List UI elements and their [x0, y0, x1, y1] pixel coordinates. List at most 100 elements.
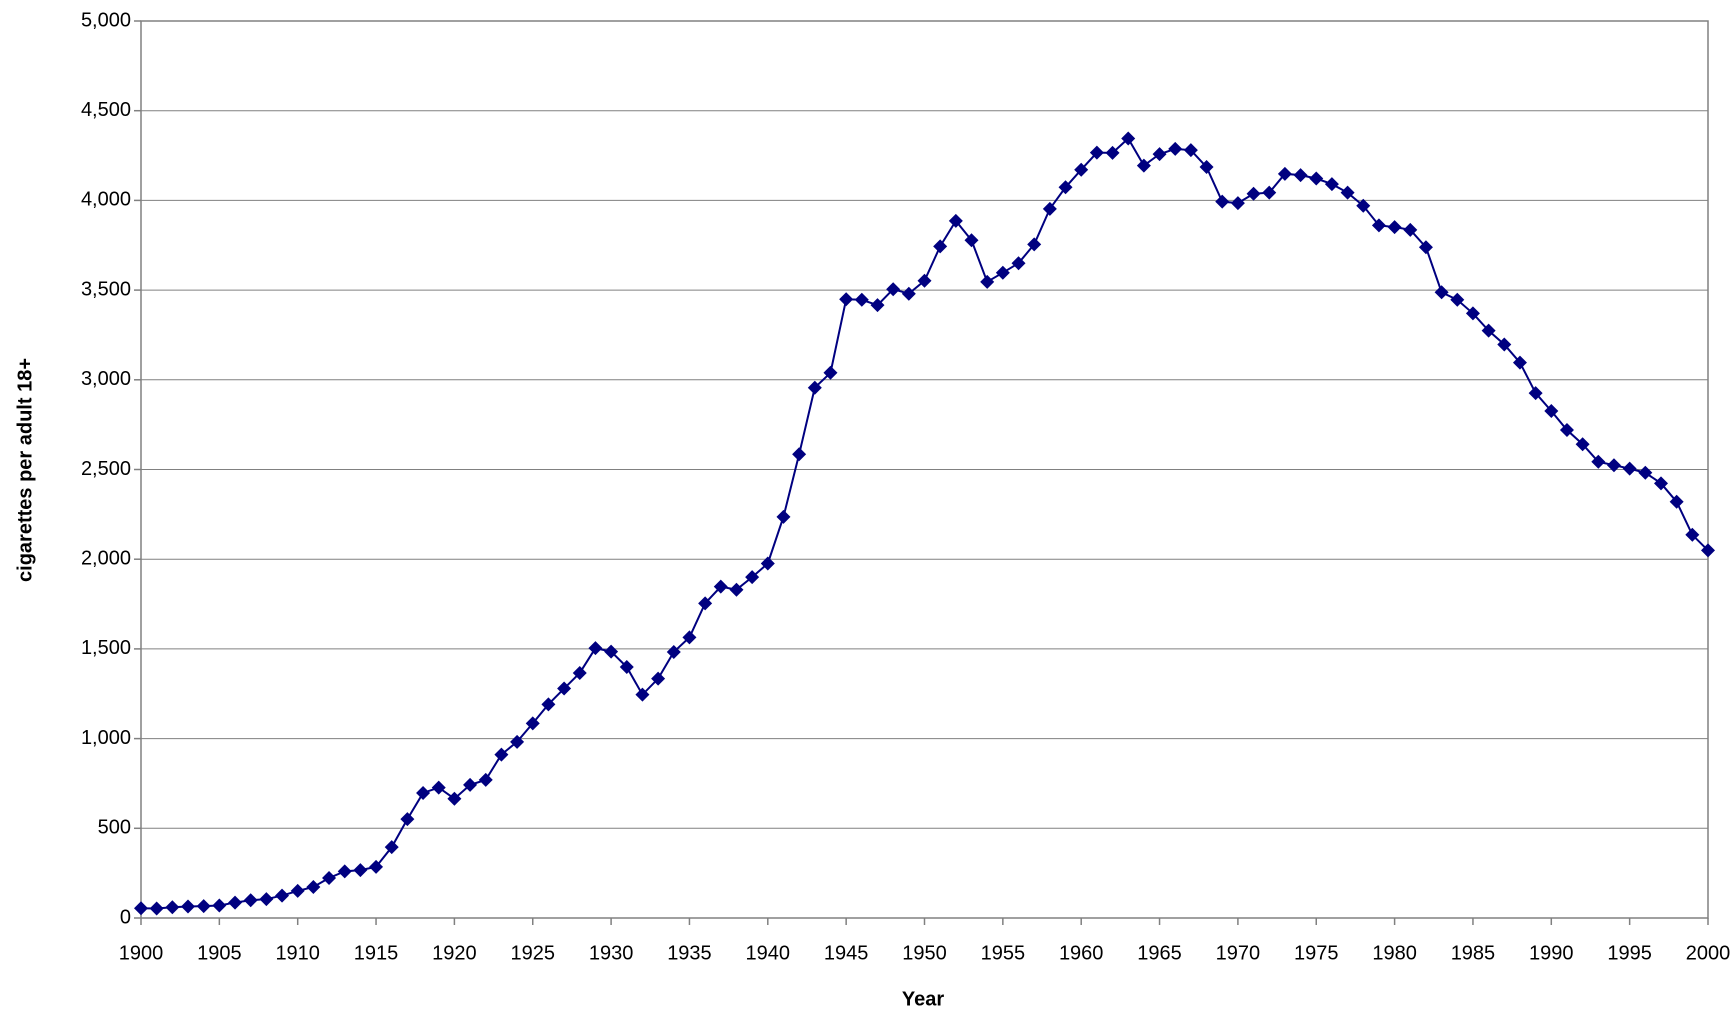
data-point [1074, 162, 1089, 177]
x-tick-label: 1950 [902, 942, 947, 964]
data-point [839, 292, 854, 307]
y-tick-label: 5,000 [81, 9, 131, 31]
data-point [870, 298, 885, 313]
data-point [572, 665, 587, 680]
data-point [1089, 145, 1104, 160]
data-point [1622, 461, 1637, 476]
data-point [933, 239, 948, 254]
data-point [181, 899, 196, 914]
data-point [1168, 141, 1183, 156]
x-tick-label: 1940 [746, 942, 791, 964]
data-point [1591, 454, 1606, 469]
data-point [745, 570, 760, 585]
x-tick-label: 1925 [511, 942, 556, 964]
y-tick-label: 0 [120, 906, 131, 928]
y-tick-label: 3,000 [81, 368, 131, 390]
y-tick-label: 1,000 [81, 727, 131, 749]
data-point [1497, 337, 1512, 352]
data-point [1371, 218, 1386, 233]
x-tick-label: 1935 [667, 942, 712, 964]
data-point [1183, 143, 1198, 158]
data-point [196, 899, 211, 914]
data-point [557, 681, 572, 696]
data-point [228, 895, 243, 910]
x-axis-title: Year [902, 988, 944, 1010]
data-point [1152, 147, 1167, 162]
data-point [792, 447, 807, 462]
data-point [964, 233, 979, 248]
data-point [337, 864, 352, 879]
x-tick-label: 1975 [1294, 942, 1339, 964]
y-tick-label: 500 [98, 817, 131, 839]
x-tick-label: 1920 [432, 942, 477, 964]
data-point [134, 901, 148, 916]
data-point [901, 286, 916, 301]
y-tick-label: 1,500 [81, 637, 131, 659]
data-point [588, 641, 603, 656]
x-tick-label: 1965 [1137, 942, 1182, 964]
data-point [1230, 196, 1245, 211]
x-tick-label: 2000 [1686, 942, 1731, 964]
data-point [1606, 458, 1621, 473]
data-point [760, 556, 775, 571]
y-tick-label: 2,000 [81, 547, 131, 569]
data-point [416, 785, 431, 800]
data-point [1105, 145, 1120, 160]
data-point [1559, 423, 1574, 438]
x-tick-label: 1990 [1529, 942, 1574, 964]
data-point [353, 863, 368, 878]
data-point [1262, 185, 1277, 200]
data-point [212, 898, 227, 913]
data-point [729, 582, 744, 597]
data-point [1309, 171, 1324, 186]
data-point [1136, 158, 1151, 173]
x-tick-label: 1995 [1607, 942, 1652, 964]
y-axis-title: cigarettes per adult 18+ [14, 358, 36, 582]
data-point [1669, 494, 1684, 509]
data-point [1434, 285, 1449, 300]
data-point [478, 772, 493, 787]
data-point [698, 596, 713, 611]
data-point [1058, 180, 1073, 195]
x-tick-label: 1905 [197, 942, 242, 964]
data-point [322, 870, 337, 885]
data-point [400, 812, 415, 827]
data-point [463, 777, 478, 792]
x-tick-label: 1970 [1216, 942, 1261, 964]
data-point [1042, 201, 1057, 216]
data-point [980, 274, 995, 289]
data-point [1685, 527, 1700, 542]
data-point [619, 660, 634, 675]
data-point [1215, 194, 1230, 209]
data-point [1701, 543, 1715, 558]
data-point [682, 630, 697, 645]
data-point [666, 644, 681, 659]
data-point [604, 644, 619, 659]
data-point [369, 859, 384, 874]
data-point [1246, 186, 1261, 201]
data-point [776, 509, 791, 524]
y-tick-label: 4,000 [81, 189, 131, 211]
data-point [1199, 160, 1214, 175]
x-tick-label: 1930 [589, 942, 634, 964]
data-point [1011, 256, 1026, 271]
data-point [1387, 220, 1402, 235]
data-point [1121, 131, 1136, 146]
y-tick-label: 4,500 [81, 99, 131, 121]
x-tick-label: 1945 [824, 942, 869, 964]
data-point [823, 365, 838, 380]
data-point [306, 879, 321, 894]
data-point [243, 893, 258, 908]
x-tick-label: 1960 [1059, 942, 1104, 964]
data-point [1293, 168, 1308, 183]
data-point [1653, 476, 1668, 491]
data-point [807, 380, 822, 395]
data-point [635, 687, 650, 702]
data-point [1027, 237, 1042, 252]
data-point [431, 780, 446, 795]
data-point [1277, 166, 1292, 181]
data-point [651, 671, 666, 686]
data-point [1403, 222, 1418, 237]
data-point [447, 791, 462, 806]
